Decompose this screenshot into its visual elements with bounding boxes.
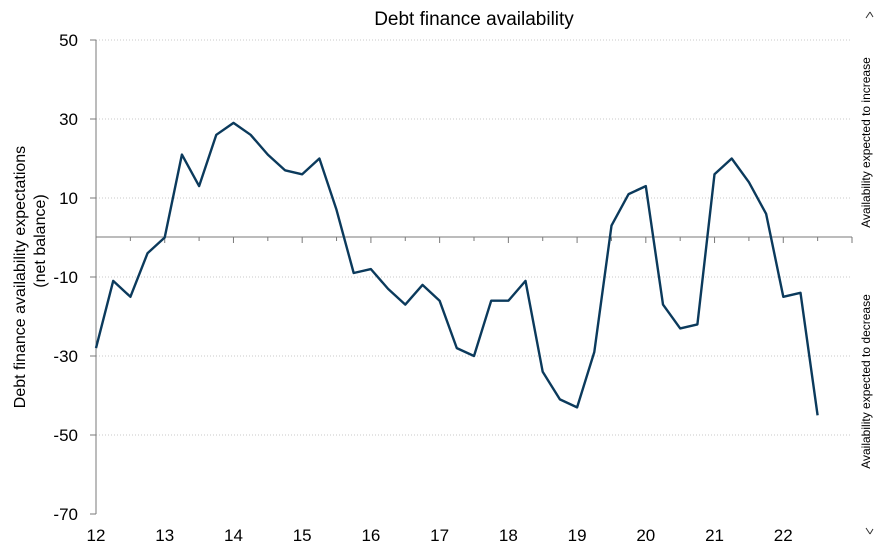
y-axis-label-line-1: Debt finance availability expectations (12, 146, 29, 408)
y-tick-label: 50 (59, 31, 78, 50)
y-tick-label: -70 (53, 505, 78, 524)
x-tick-label: 14 (224, 526, 243, 541)
x-tick-label: 16 (361, 526, 380, 541)
y-axis-label-line-2: (net balance) (32, 194, 49, 287)
x-tick-label: 21 (705, 526, 724, 541)
x-tick-label: 22 (774, 526, 793, 541)
x-tick-label: 17 (430, 526, 449, 541)
x-tick-labels: 12 13 14 15 16 17 18 19 20 21 22 (87, 526, 793, 541)
y-tick-label: -50 (53, 426, 78, 445)
x-tick-label: 12 (87, 526, 106, 541)
y-tick-label: -30 (53, 347, 78, 366)
x-tick-label: 18 (499, 526, 518, 541)
chart-title: Debt finance availability (374, 9, 574, 30)
x-tick-label: 15 (293, 526, 312, 541)
series-layer (94, 121, 819, 416)
arrow-down-icon (865, 527, 874, 535)
y-tick-label: -10 (53, 268, 78, 287)
series-line-1 (94, 121, 819, 416)
x-tick-label: 20 (636, 526, 655, 541)
y-tick-labels: 50 30 10 -10 -30 -50 -70 (53, 31, 78, 524)
arrow-up-icon (865, 11, 874, 19)
x-tick-label: 19 (568, 526, 587, 541)
right-label-decrease: Availability expected to decrease (859, 294, 873, 469)
y-tick-label: 30 (59, 110, 78, 129)
right-label-increase: Availability expected to increase (859, 57, 873, 228)
y-tick-label: 10 (59, 189, 78, 208)
x-tick-label: 13 (155, 526, 174, 541)
axes (90, 39, 853, 515)
